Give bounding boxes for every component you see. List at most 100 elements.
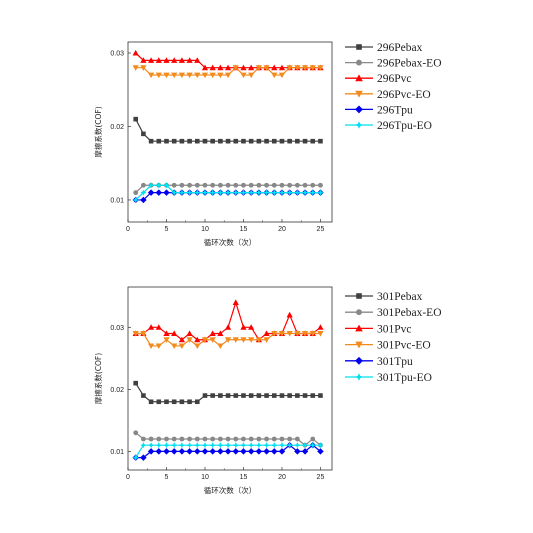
data-point [186, 189, 193, 196]
data-point [255, 65, 262, 71]
data-point [287, 393, 292, 398]
data-point [201, 189, 209, 196]
data-point [179, 399, 185, 405]
data-point [155, 442, 162, 449]
x-tick-label: 10 [201, 226, 209, 233]
data-point [155, 72, 162, 79]
data-point [194, 138, 200, 144]
data-point [225, 138, 231, 144]
legend-marker [355, 324, 363, 332]
data-point [178, 442, 185, 449]
data-point [201, 448, 209, 455]
data-point [256, 138, 262, 144]
data-point [271, 189, 278, 196]
x-tick-label: 5 [165, 474, 169, 481]
data-point [194, 436, 200, 442]
data-point [232, 299, 239, 305]
data-point [133, 380, 138, 386]
data-point [294, 448, 301, 455]
data-point [301, 65, 309, 71]
data-point [133, 116, 138, 122]
data-point [286, 311, 293, 318]
data-point [263, 337, 270, 343]
data-point [263, 189, 270, 196]
data-point [194, 343, 201, 350]
legend-label: 301Pebax [377, 291, 423, 303]
series-line [135, 300, 321, 341]
data-point [163, 57, 170, 63]
data-point [224, 337, 232, 343]
legend-label: 296Tpu [377, 104, 413, 116]
legend-entry: 301Pvc [345, 323, 412, 335]
data-point [271, 182, 277, 188]
data-point [294, 436, 300, 442]
data-point [224, 72, 232, 79]
data-point [256, 436, 262, 442]
data-point [194, 72, 201, 79]
data-point [233, 138, 239, 144]
y-tick-label: 0.03 [110, 51, 124, 58]
legend-label: 301Pebax-EO [377, 307, 442, 319]
data-point [164, 138, 169, 144]
data-point [170, 448, 178, 455]
data-point [218, 393, 223, 398]
data-point [155, 182, 162, 189]
data-point [301, 189, 309, 196]
data-point [286, 65, 293, 71]
data-point [140, 57, 147, 63]
legend-label: 301Tpu-EO [377, 372, 432, 384]
data-point [202, 393, 208, 398]
data-point [147, 343, 155, 350]
legend-label: 296Pebax [377, 42, 423, 54]
data-point [310, 436, 316, 442]
series-301Pebax [133, 380, 323, 405]
data-point [194, 448, 201, 455]
data-point [155, 57, 162, 63]
data-point [164, 399, 169, 405]
legend-marker [355, 74, 363, 82]
legend-entry: 296Tpu-EO [345, 120, 432, 132]
legend-marker [355, 105, 363, 114]
data-point [271, 442, 278, 449]
data-point [202, 182, 208, 188]
data-point [317, 189, 324, 196]
legend-label: 296Tpu-EO [377, 120, 432, 132]
legend-entry: 301Pebax [345, 291, 423, 303]
x-tick-label: 5 [165, 226, 169, 233]
data-point [248, 393, 254, 398]
series-301Pvc [132, 299, 324, 343]
data-point [271, 448, 278, 455]
data-point [164, 436, 169, 442]
data-point [294, 65, 301, 71]
data-point [217, 64, 224, 71]
data-point [163, 72, 170, 79]
data-point [194, 442, 201, 449]
data-point [217, 330, 224, 337]
data-point [255, 442, 262, 449]
data-point [279, 393, 285, 398]
data-point [241, 182, 246, 188]
data-point [232, 448, 239, 455]
data-point [210, 393, 215, 398]
data-point [232, 189, 239, 196]
data-point [141, 131, 146, 137]
data-point [271, 72, 278, 79]
data-point [147, 72, 155, 79]
legend-marker [355, 90, 363, 98]
data-point [209, 442, 216, 449]
x-tick-label: 0 [126, 474, 130, 481]
plot-frame [127, 41, 333, 223]
data-point [140, 182, 146, 188]
data-point [248, 442, 255, 449]
series-line [135, 118, 321, 142]
data-point [194, 336, 201, 343]
data-point [224, 324, 232, 330]
data-point [240, 72, 247, 79]
data-point [248, 138, 254, 144]
data-point [301, 442, 309, 449]
data-point [287, 138, 292, 144]
data-point [171, 57, 178, 63]
data-point [156, 399, 162, 405]
data-point [210, 138, 215, 144]
data-point [278, 72, 286, 79]
